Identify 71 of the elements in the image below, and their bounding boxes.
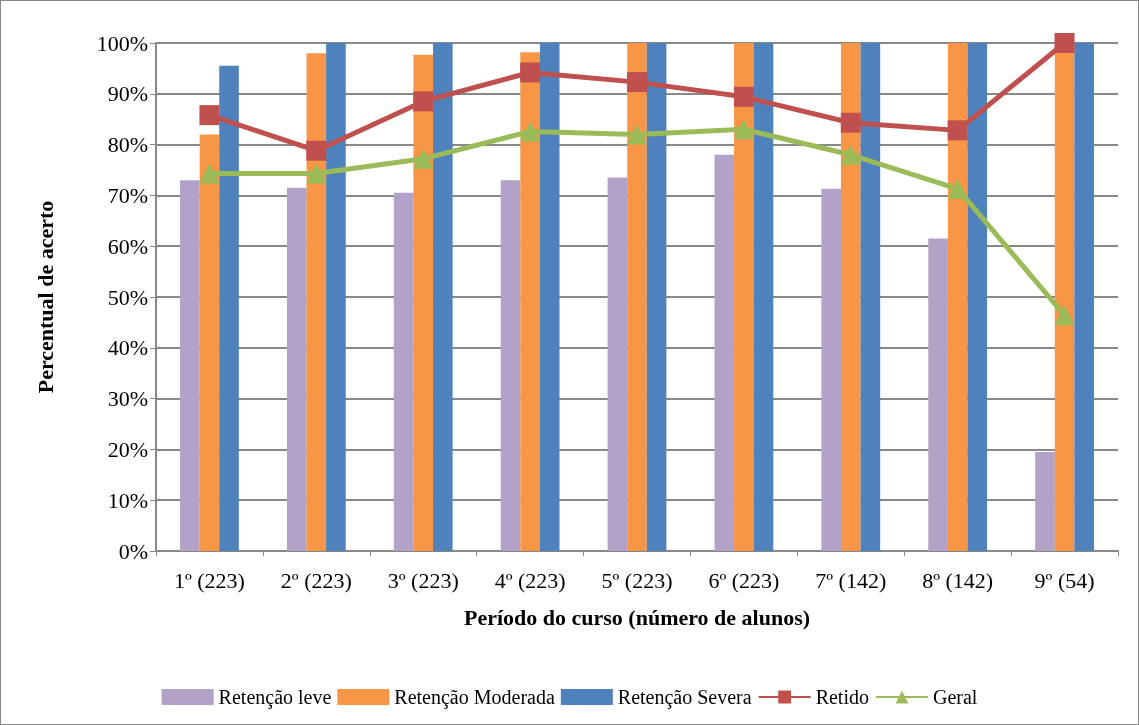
bar [1074,43,1094,551]
y-tick-label: 0% [118,538,148,564]
y-tick-label: 20% [107,436,148,462]
y-tick-label: 90% [107,81,148,107]
bar [967,43,988,551]
x-tick-label: 4º (223) [494,567,566,593]
y-tick-label: 30% [107,386,148,412]
bar [393,192,414,551]
point [733,86,754,107]
bar [219,65,239,551]
x-tick-label: 9º (54) [1034,567,1095,593]
point [306,140,327,161]
bar [286,187,307,551]
y-tick-label: 100% [96,30,148,56]
bar [734,43,754,551]
bar [180,180,200,551]
point [199,105,220,126]
bar [433,43,453,551]
bar [753,43,774,551]
legend-label: Retenção Moderada [394,686,555,709]
bar [306,53,327,551]
legend-label: Retenção Severa [617,686,752,709]
y-tick-label: 40% [107,335,148,361]
bar [840,43,861,551]
y-tick-label: 70% [107,182,148,208]
point [1054,33,1075,53]
point [1054,305,1075,326]
point [520,121,541,142]
bar [199,134,220,551]
bar [539,43,560,551]
x-tick-label: 3º (223) [387,567,459,593]
y-tick-label: 10% [107,487,148,513]
x-axis-title: Período do curso (número de alunos) [463,604,811,630]
bar [413,54,434,551]
x-tick-label: 1º (223) [173,567,245,593]
point [733,119,754,140]
x-tick-label: 2º (223) [280,567,352,593]
legend-label: Retido [815,686,869,708]
point [627,124,647,145]
point [413,148,434,169]
bar [714,154,735,551]
legend-label: Retenção leve [218,686,332,709]
bar [1035,451,1055,551]
bar [500,180,521,551]
point [306,163,327,184]
point [947,120,968,141]
point [840,144,861,165]
y-axis-title: Percentual de acerto [32,200,58,394]
point [840,112,861,133]
point [199,163,220,184]
bar [947,43,968,551]
bar [928,238,948,551]
point [520,62,541,83]
x-tick-label: 8º (142) [922,567,994,593]
y-tick-label: 80% [107,132,148,158]
bar [520,52,540,551]
x-tick-label: 6º (223) [708,567,780,593]
bar [860,43,881,551]
point [413,91,434,112]
x-tick-label: 5º (223) [601,567,673,593]
y-tick-label: 60% [107,233,148,259]
y-tick-label: 50% [107,284,148,310]
bar [627,43,647,551]
point [627,72,647,93]
x-tick-label: 7º (142) [815,567,887,593]
legend-label: Geral [932,686,978,708]
bar [607,177,628,551]
bar [646,43,667,551]
point [947,178,968,199]
bar [821,188,841,551]
bar [326,43,346,551]
